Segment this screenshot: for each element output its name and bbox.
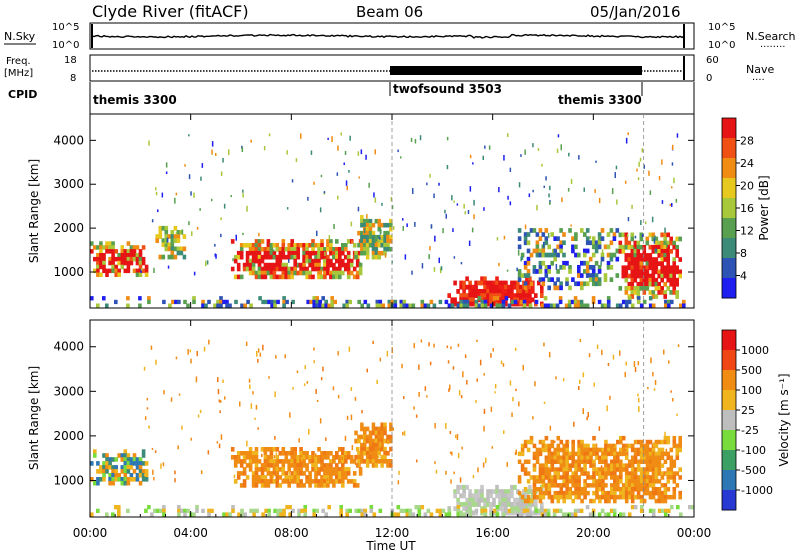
power-colorbar-block xyxy=(722,278,736,299)
velocity-colorbar-block xyxy=(722,370,736,391)
power-panel: 1000 2000 3000 4000 Slant Range [km] 4 8 12 16… xyxy=(27,113,771,309)
x-tick-label: 12:00 xyxy=(375,526,410,540)
freq-left-top-tick: 18 xyxy=(64,55,77,66)
nsky-left-bottom-tick: 10^0 xyxy=(52,40,79,51)
nsky-right-bottom-tick: 10^0 xyxy=(708,40,735,51)
cpid-segment-3: themis 3300 xyxy=(558,93,642,107)
cpid-segment-1: themis 3300 xyxy=(93,93,177,107)
velocity-panel: 1000 2000 3000 4000 Slant Range [km] 1000 50… xyxy=(27,319,791,518)
nsky-trace xyxy=(91,33,685,39)
power-colorbar-block xyxy=(722,118,736,139)
freq-left-bottom-tick: 8 xyxy=(70,73,76,84)
x-tick-label: 16:00 xyxy=(475,526,510,540)
cpid-label: CPID xyxy=(8,88,37,101)
power-sparse-echoes xyxy=(140,132,679,276)
nsky-right-top-tick: 10^5 xyxy=(708,22,735,33)
velocity-colorbar-block xyxy=(722,410,736,431)
power-colorbar-tick-label: 24 xyxy=(740,157,754,170)
velocity-colorbar-tick-label: -100 xyxy=(741,444,766,457)
velocity-y-tick-label: 2000 xyxy=(53,429,84,443)
power-echo-region xyxy=(90,241,149,277)
x-tick-label: 00:00 xyxy=(73,526,108,540)
velocity-colorbar-tick-label: -25 xyxy=(741,424,759,437)
freq-label: Freq. xyxy=(6,56,31,67)
date-label: 05/Jan/2016 xyxy=(590,3,681,21)
velocity-y-tick-label: 3000 xyxy=(53,384,84,398)
velocity-echo-region xyxy=(90,449,149,486)
time-axis: 00:00 04:00 08:00 12:00 16:00 20:00 00:00 xyxy=(73,114,712,540)
nave-dots: .... xyxy=(752,72,765,83)
power-colorbar-block xyxy=(722,218,736,239)
nsky-left-top-tick: 10^5 xyxy=(52,22,79,33)
velocity-echo-region xyxy=(517,435,682,504)
nsky-panel: N.Sky 10^5 10^0 10^5 10^0 N.Search .....… xyxy=(4,22,796,51)
velocity-colorbar: 1000 500 100 25 -25 -100 -500 -1000 Velocity [m… xyxy=(721,329,791,511)
velocity-y-tick-label: 4000 xyxy=(53,340,84,354)
power-echo-region xyxy=(517,228,620,291)
power-colorbar-label: Power [dB] xyxy=(757,175,771,240)
power-echo-region xyxy=(155,225,187,260)
power-colorbar-tick-label: 12 xyxy=(740,225,754,238)
beam-label: Beam 06 xyxy=(356,3,423,21)
velocity-colorbar-tick-label: 500 xyxy=(741,364,762,377)
velocity-colorbar-label: Velocity [m s⁻¹] xyxy=(777,373,791,466)
velocity-colorbar-block xyxy=(722,390,736,411)
plot-title: Clyde River (fitACF) xyxy=(92,2,249,21)
power-colorbar-block xyxy=(722,138,736,159)
cpid-row: CPID themis 3300 twofsound 3503 themis 3… xyxy=(8,82,695,114)
nave-trace xyxy=(390,66,642,75)
velocity-echo-region xyxy=(230,447,363,488)
x-tick-label: 00:00 xyxy=(677,526,712,540)
x-axis-label: Time UT xyxy=(365,539,416,553)
velocity-y-tick-label: 1000 xyxy=(53,473,84,487)
power-echo-region xyxy=(230,239,363,280)
power-echo-region xyxy=(90,296,686,308)
power-colorbar-block xyxy=(722,258,736,279)
velocity-colorbar-tick-label: 25 xyxy=(741,404,755,417)
freq-panel: Freq. [MHz] 18 8 60 0 Nave .... xyxy=(4,54,774,84)
velocity-colorbar-tick-label: -1000 xyxy=(741,484,773,497)
power-colorbar-block xyxy=(722,198,736,219)
freq-unit: [MHz] xyxy=(4,68,33,79)
nave-right-top-tick: 60 xyxy=(706,55,719,66)
velocity-colorbar-tick-label: 1000 xyxy=(741,344,769,357)
velocity-y-axis-label: Slant Range [km] xyxy=(27,366,41,470)
power-colorbar-block xyxy=(722,238,736,259)
velocity-colorbar-block xyxy=(722,430,736,451)
power-y-tick-label: 2000 xyxy=(53,221,84,235)
velocity-colorbar-block xyxy=(722,450,736,471)
velocity-colorbar-block xyxy=(722,470,736,491)
power-y-tick-label: 4000 xyxy=(53,133,84,147)
nave-label: Nave xyxy=(746,63,774,76)
power-colorbar-tick-label: 20 xyxy=(740,180,754,193)
velocity-colorbar-tick-label: 100 xyxy=(741,384,762,397)
power-colorbar-tick-label: 8 xyxy=(740,247,747,260)
power-colorbar-block xyxy=(722,158,736,179)
power-y-tick-label: 1000 xyxy=(53,265,84,279)
velocity-colorbar-tick-label: -500 xyxy=(741,464,766,477)
x-tick-label: 04:00 xyxy=(173,526,208,540)
cpid-segment-2: twofsound 3503 xyxy=(393,82,502,96)
nsearch-label: N.Search xyxy=(746,30,796,43)
nsky-label: N.Sky xyxy=(4,30,36,43)
power-colorbar-block xyxy=(722,178,736,199)
power-colorbar-tick-label: 28 xyxy=(740,135,754,148)
power-echo-region xyxy=(447,276,544,307)
x-tick-label: 08:00 xyxy=(274,526,309,540)
nave-right-bottom-tick: 0 xyxy=(706,73,712,84)
velocity-colorbar-block xyxy=(722,350,736,371)
velocity-colorbar-block xyxy=(722,330,736,351)
power-colorbar: 4 8 12 16 20 24 28 Power [dB] xyxy=(721,117,771,299)
nsearch-dots: ........ xyxy=(760,39,785,50)
velocity-echo-region xyxy=(90,505,694,517)
power-y-axis-label: Slant Range [km] xyxy=(27,159,41,263)
velocity-colorbar-block xyxy=(722,490,736,511)
power-colorbar-tick-label: 16 xyxy=(740,202,754,215)
power-colorbar-tick-label: 4 xyxy=(740,270,747,283)
power-y-tick-label: 3000 xyxy=(53,177,84,191)
x-tick-label: 20:00 xyxy=(576,526,611,540)
